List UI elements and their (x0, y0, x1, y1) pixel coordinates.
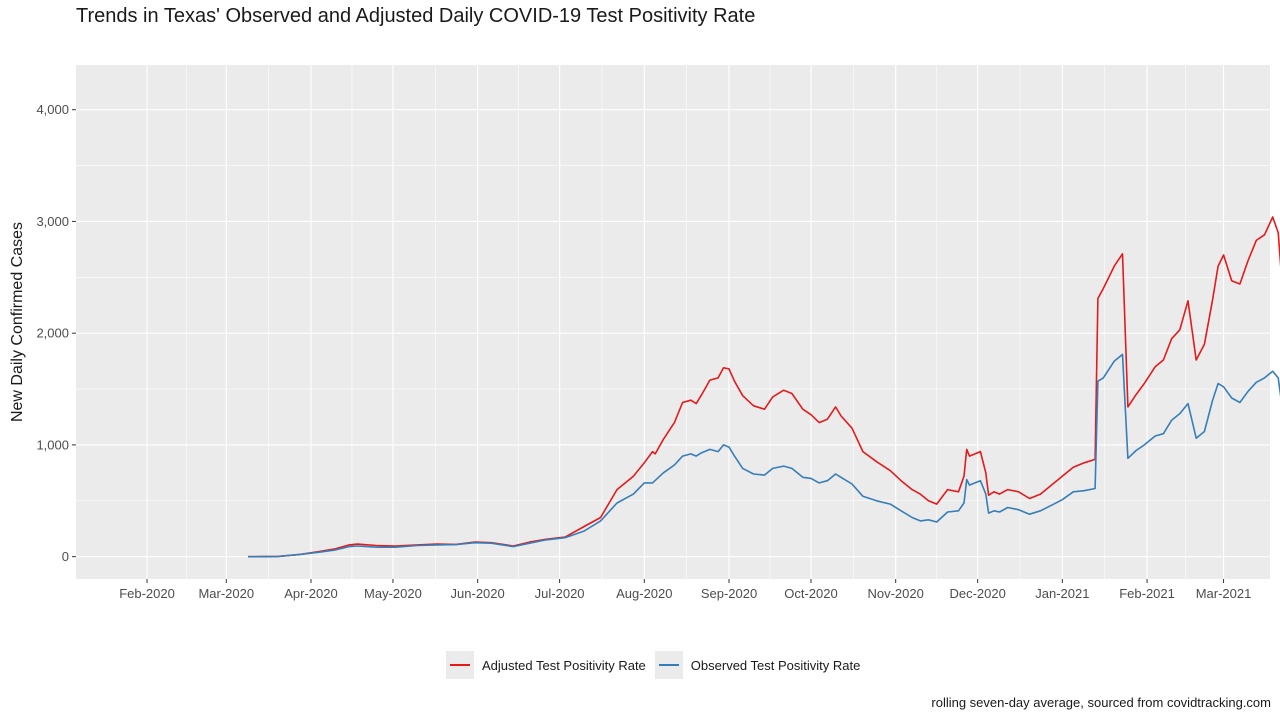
x-tick-label: Dec-2020 (949, 586, 1005, 601)
legend-key-adjusted (446, 651, 474, 679)
x-tick-label: Jul-2020 (535, 586, 585, 601)
axes: 0 1,000 2,000 3,000 4,000 Feb-2020 Mar-2020 Apr… (36, 102, 1251, 601)
x-tick-label: Nov-2020 (867, 586, 923, 601)
x-tick-label: Oct-2020 (784, 586, 837, 601)
chart-title: Trends in Texas' Observed and Adjusted D… (76, 5, 756, 27)
y-tick-label: 4,000 (36, 102, 69, 117)
legend-item-adjusted: Adjusted Test Positivity Rate (446, 651, 646, 679)
legend-item-observed: Observed Test Positivity Rate (654, 651, 861, 679)
x-tick-label: Jun-2020 (451, 586, 505, 601)
legend: Adjusted Test Positivity Rate Observed T… (446, 650, 869, 680)
y-tick-label: 3,000 (36, 214, 69, 229)
x-tick-label: Mar-2020 (198, 586, 254, 601)
y-tick-label: 2,000 (36, 326, 69, 341)
adjusted-rate-line (248, 216, 1280, 558)
legend-swatch-observed (658, 664, 679, 666)
gridlines (76, 65, 1270, 579)
chart-caption: rolling seven-day average, sourced from … (931, 695, 1271, 710)
plot-panel (76, 65, 1270, 579)
x-tick-label: Sep-2020 (701, 586, 757, 601)
x-tick-label: Aug-2020 (616, 586, 672, 601)
legend-label-observed: Observed Test Positivity Rate (690, 657, 861, 673)
x-tick-label: Apr-2020 (284, 586, 337, 601)
x-tick-label: May-2020 (364, 586, 422, 601)
y-tick-label: 0 (62, 549, 69, 564)
x-tick-label: Mar-2021 (1196, 586, 1252, 601)
observed-rate-line (248, 353, 1280, 558)
x-tick-label: Jan-2021 (1035, 586, 1089, 601)
x-tick-label: Feb-2021 (1119, 586, 1175, 601)
series-lines (248, 216, 1280, 558)
legend-label-adjusted: Adjusted Test Positivity Rate (482, 657, 646, 673)
legend-swatch-adjusted (450, 664, 470, 666)
y-tick-label: 1,000 (36, 437, 69, 452)
y-axis-title: New Daily Confirmed Cases (9, 222, 26, 422)
legend-key-observed (654, 651, 683, 679)
x-tick-label: Feb-2020 (119, 586, 175, 601)
